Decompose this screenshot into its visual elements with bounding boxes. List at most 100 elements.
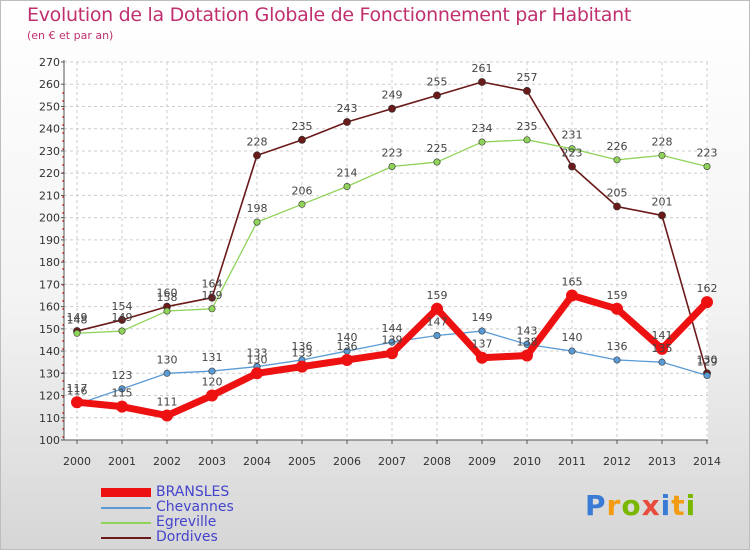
- legend-swatch-dordives: [101, 537, 151, 539]
- x-tick-label: 2003: [198, 455, 226, 468]
- y-tick-label: 260: [39, 78, 60, 91]
- x-tick-label: 2010: [513, 455, 541, 468]
- data-label-dordives: 243: [337, 102, 358, 115]
- x-tick-label: 2009: [468, 455, 496, 468]
- data-label-egreville: 235: [517, 120, 538, 133]
- data-point-chevannes: [478, 327, 486, 335]
- data-point-bransles: [206, 389, 218, 402]
- data-label-bransles: 130: [247, 353, 268, 366]
- x-tick-label: 2011: [558, 455, 586, 468]
- data-label-egreville: 223: [382, 147, 403, 160]
- data-point-chevannes: [163, 369, 171, 377]
- data-point-bransles: [386, 347, 398, 360]
- data-label-dordives: 228: [247, 135, 268, 148]
- data-label-egreville: 231: [562, 129, 583, 142]
- data-point-chevannes: [388, 338, 396, 346]
- data-label-chevannes: 136: [292, 340, 313, 353]
- data-point-egreville: [613, 156, 621, 164]
- y-tick-label: 180: [39, 256, 60, 269]
- y-tick-label: 220: [39, 167, 60, 180]
- logo-letter: x: [641, 489, 661, 522]
- data-label-dordives: 149: [67, 311, 88, 324]
- y-tick-label: 240: [39, 123, 60, 136]
- logo-letter: i: [685, 489, 697, 522]
- x-tick-label: 2000: [63, 455, 91, 468]
- data-label-chevannes: 140: [562, 331, 583, 344]
- data-point-bransles: [71, 396, 83, 409]
- logo-letter: t: [671, 489, 686, 522]
- legend-swatch-egreville: [101, 522, 151, 524]
- data-point-chevannes: [523, 340, 531, 348]
- legend-label-chevannes: Chevannes: [156, 499, 234, 515]
- data-point-egreville: [478, 138, 486, 146]
- data-point-bransles: [116, 400, 128, 413]
- legend-swatch-bransles: [101, 488, 151, 497]
- y-tick-label: 110: [39, 412, 60, 425]
- data-point-bransles: [341, 353, 353, 366]
- data-label-egreville: 228: [652, 135, 673, 148]
- data-point-egreville: [388, 163, 396, 171]
- legend-label-bransles: BRANSLES: [156, 484, 230, 500]
- data-label-dordives: 255: [427, 75, 448, 88]
- x-tick-label: 2008: [423, 455, 451, 468]
- chart-title: Evolution de la Dotation Globale de Fonc…: [27, 4, 632, 26]
- data-label-egreville: 149: [112, 311, 133, 324]
- legend-label-egreville: Egreville: [156, 514, 217, 530]
- data-point-bransles: [476, 351, 488, 364]
- data-label-bransles: 162: [697, 282, 718, 295]
- data-label-dordives: 249: [382, 89, 403, 102]
- y-tick-label: 160: [39, 301, 60, 314]
- data-label-egreville: 234: [472, 122, 493, 135]
- data-point-egreville: [163, 307, 171, 315]
- data-point-chevannes: [568, 347, 576, 355]
- y-tick-label: 120: [39, 390, 60, 403]
- data-label-bransles: 159: [427, 289, 448, 302]
- data-label-chevannes: 149: [472, 311, 493, 324]
- data-label-bransles: 115: [112, 387, 133, 400]
- data-label-bransles: 137: [472, 338, 493, 351]
- y-tick-label: 170: [39, 278, 60, 291]
- logo-letter: P: [585, 489, 607, 522]
- plot-area: [64, 62, 708, 440]
- data-label-dordives: 160: [157, 287, 178, 300]
- data-point-egreville: [343, 183, 351, 191]
- x-tick-label: 2004: [243, 455, 271, 468]
- y-tick-label: 140: [39, 345, 60, 358]
- data-label-dordives: 261: [472, 62, 493, 75]
- data-point-dordives: [523, 87, 531, 95]
- data-point-dordives: [343, 118, 351, 126]
- data-point-dordives: [298, 135, 306, 144]
- y-tick-label: 150: [39, 323, 60, 336]
- data-point-dordives: [478, 78, 486, 86]
- x-tick-label: 2002: [153, 455, 181, 468]
- data-point-chevannes: [433, 331, 441, 339]
- data-label-bransles: 111: [157, 396, 178, 409]
- data-point-dordives: [388, 104, 396, 113]
- x-tick-label: 2013: [648, 455, 676, 468]
- data-label-chevannes: 129: [697, 356, 718, 369]
- data-point-bransles: [611, 302, 623, 315]
- data-point-egreville: [73, 329, 81, 337]
- data-label-chevannes: 130: [157, 353, 178, 366]
- data-point-egreville: [433, 158, 441, 166]
- y-tick-label: 230: [39, 145, 60, 158]
- y-tick-label: 100: [39, 434, 60, 447]
- legend-swatch-chevannes: [101, 507, 151, 509]
- y-tick-label: 270: [39, 56, 60, 69]
- x-tick-label: 2007: [378, 455, 406, 468]
- data-label-bransles: 120: [202, 376, 223, 389]
- data-label-egreville: 158: [157, 291, 178, 304]
- data-label-bransles: 138: [517, 336, 538, 349]
- data-point-chevannes: [613, 356, 621, 364]
- data-point-dordives: [613, 202, 621, 211]
- data-point-egreville: [523, 136, 531, 144]
- data-label-egreville: 148: [67, 313, 88, 326]
- data-label-dordives: 154: [112, 300, 133, 313]
- data-point-dordives: [253, 151, 261, 160]
- data-label-chevannes: 133: [247, 347, 268, 360]
- data-point-egreville: [658, 151, 666, 159]
- chart-subtitle: (en € et par an): [27, 29, 114, 42]
- logo-letter: r: [606, 489, 622, 522]
- legend-label-dordives: Dordives: [156, 529, 218, 545]
